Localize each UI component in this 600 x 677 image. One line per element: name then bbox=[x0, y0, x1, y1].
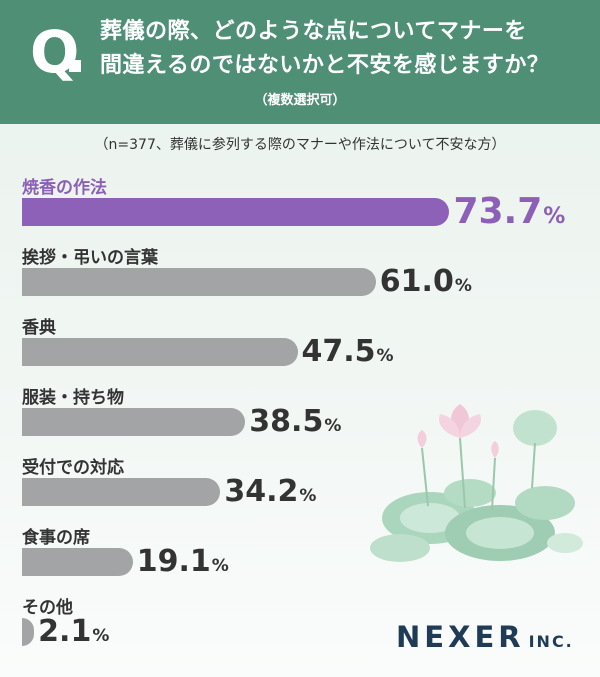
value-number: 47.5 bbox=[301, 334, 376, 369]
value-label: 47.5% bbox=[302, 335, 394, 373]
category-label: 受付での対応 bbox=[22, 458, 124, 478]
value-label: 38.5% bbox=[249, 405, 341, 443]
value-number: 2.1 bbox=[38, 614, 92, 649]
value-label: 2.1% bbox=[38, 615, 109, 653]
q-dot bbox=[69, 60, 81, 72]
percent-sign: % bbox=[543, 204, 566, 229]
value-label: 73.7% bbox=[453, 192, 565, 237]
percent-sign: % bbox=[324, 416, 342, 436]
value-label: 19.1% bbox=[137, 545, 229, 583]
percent-sign: % bbox=[211, 556, 229, 576]
question-header: Q 葬儀の際、どのような点についてマナーを 間違えるのではないかと不安を感じます… bbox=[0, 0, 600, 124]
nexer-logo: NEXER INC. bbox=[396, 620, 574, 654]
bar bbox=[22, 338, 298, 366]
question-line-2: 間違えるのではないかと不安を感じますか？ bbox=[100, 53, 550, 78]
value-number: 19.1 bbox=[136, 544, 211, 579]
percent-sign: % bbox=[376, 346, 394, 366]
bar bbox=[22, 548, 133, 576]
value-number: 38.5 bbox=[249, 404, 324, 439]
logo-suffix: INC. bbox=[528, 632, 574, 651]
bar bbox=[22, 268, 376, 296]
bar bbox=[22, 408, 246, 436]
value-number: 61.0 bbox=[379, 264, 454, 299]
value-number: 73.7 bbox=[453, 191, 543, 232]
value-label: 34.2% bbox=[224, 475, 316, 513]
percent-sign: % bbox=[92, 626, 110, 646]
category-label: 食事の席 bbox=[22, 528, 90, 548]
sample-note: （n=377、葬儀に参列する際のマナーや作法について不安な方） bbox=[94, 137, 506, 153]
category-label: 挨拶・弔いの言葉 bbox=[22, 248, 158, 268]
logo-name: NEXER bbox=[396, 620, 525, 654]
category-label: 香典 bbox=[22, 318, 56, 338]
percent-sign: % bbox=[454, 276, 472, 296]
bar bbox=[22, 618, 35, 646]
percent-sign: % bbox=[299, 486, 317, 506]
category-label: 服装・持ち物 bbox=[22, 388, 124, 408]
lotus-illustration bbox=[370, 404, 583, 562]
bar bbox=[22, 478, 221, 506]
category-label: 焼香の作法 bbox=[22, 178, 107, 198]
question-line-1: 葬儀の際、どのような点についてマナーを bbox=[100, 19, 527, 44]
value-number: 34.2 bbox=[224, 474, 299, 509]
category-label: その他 bbox=[22, 598, 73, 618]
bar bbox=[22, 198, 450, 226]
value-label: 61.0% bbox=[380, 265, 472, 303]
multiple-choice-note: （複数選択可） bbox=[254, 93, 346, 108]
q-mark: Q bbox=[30, 18, 80, 86]
